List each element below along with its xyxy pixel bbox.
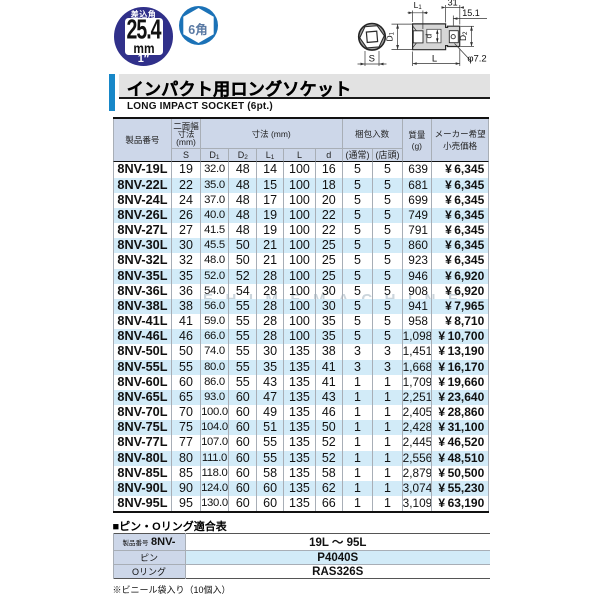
svg-text:D1: D1	[385, 31, 396, 41]
svg-text:D2: D2	[458, 31, 469, 41]
svg-text:L1: L1	[414, 0, 423, 11]
svg-text:L: L	[432, 54, 437, 65]
svg-text:15.1: 15.1	[462, 8, 480, 18]
svg-text:d: d	[424, 33, 434, 38]
svg-text:φ7.2: φ7.2	[467, 54, 486, 65]
svg-text:31: 31	[448, 0, 458, 8]
svg-text:S: S	[369, 54, 375, 65]
